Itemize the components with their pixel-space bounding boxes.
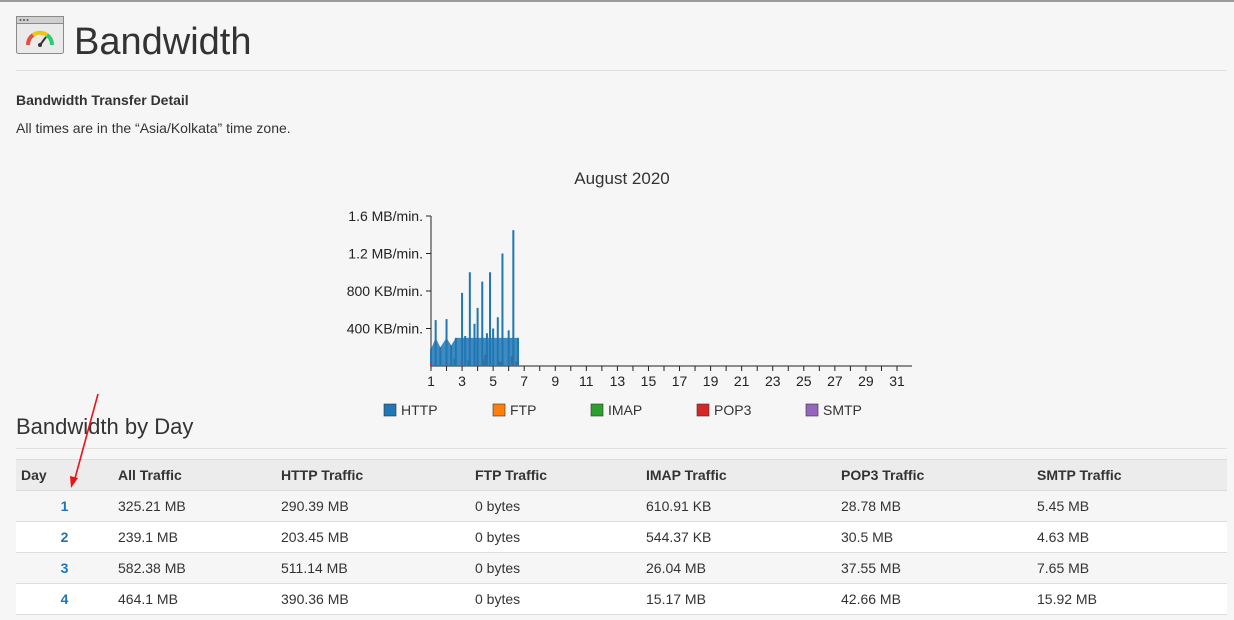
x-tick-label: 25 [796,373,812,389]
imap-traffic-cell: 610.91 KB [641,490,836,522]
ftp-traffic-cell: 0 bytes [470,552,641,584]
all-traffic-cell: 325.21 MB [113,490,276,522]
day-cell: 1 [16,490,113,522]
bandwidth-chart: August 2020 400 KB/min. 800 KB/min. 1.2 MB/… [347,169,912,418]
table-row: 2 239.1 MB 203.45 MB 0 bytes 544.37 KB 3… [16,521,1227,553]
legend-label-smtp: SMTP [823,402,862,418]
http-traffic-cell: 511.14 MB [276,552,470,584]
x-tick-label: 29 [858,373,874,389]
pop3-traffic-cell: 28.78 MB [836,490,1032,522]
page-title: Bandwidth [74,21,252,63]
column-header-all-traffic: All Traffic [113,459,276,491]
legend-label-pop3: POP3 [714,402,752,418]
table-row: 4 464.1 MB 390.36 MB 0 bytes 15.17 MB 42… [16,583,1227,615]
y-tick-label: 800 KB/min. [347,283,423,299]
legend-swatch-pop3 [696,403,710,417]
day-cell: 3 [16,552,113,584]
table-row: 3 582.38 MB 511.14 MB 0 bytes 26.04 MB 3… [16,552,1227,584]
day-cell: 4 [16,583,113,615]
smtp-traffic-cell: 7.65 MB [1032,552,1227,584]
imap-traffic-cell: 544.37 KB [641,521,836,553]
x-tick-label: 21 [734,373,750,389]
detail-heading: Bandwidth Transfer Detail [16,92,189,108]
legend-swatch-smtp [805,403,819,417]
pop3-traffic-cell: 30.5 MB [836,521,1032,553]
imap-traffic-cell: 15.17 MB [641,583,836,615]
annotation-arrow-head [70,476,78,488]
http-traffic-cell: 390.36 MB [276,583,470,615]
day-link[interactable]: 4 [60,591,69,607]
column-header-http-traffic: HTTP Traffic [276,459,470,491]
day-link[interactable]: 3 [60,560,69,576]
legend-label-http: HTTP [401,402,438,418]
smtp-traffic-cell: 4.63 MB [1032,521,1227,553]
x-tick-label: 7 [520,373,528,389]
day-link[interactable]: 1 [60,498,69,514]
x-tick-label: 23 [765,373,781,389]
x-tick-label: 1 [427,373,435,389]
all-traffic-cell: 582.38 MB [113,552,276,584]
x-tick-label: 17 [672,373,688,389]
ftp-traffic-cell: 0 bytes [470,490,641,522]
timezone-note: All times are in the “Asia/Kolkata” time… [16,120,291,136]
x-tick-label: 19 [703,373,719,389]
pop3-traffic-cell: 37.55 MB [836,552,1032,584]
table-row: 1 325.21 MB 290.39 MB 0 bytes 610.91 KB … [16,490,1227,522]
x-tick-label: 13 [610,373,626,389]
column-header-pop3-traffic: POP3 Traffic [836,459,1032,491]
page-header: Bandwidth [16,14,1227,71]
legend-swatch-ftp [492,403,506,417]
x-tick-label: 31 [889,373,905,389]
all-traffic-cell: 464.1 MB [113,583,276,615]
ftp-traffic-cell: 0 bytes [470,521,641,553]
chart-title: August 2020 [574,169,669,188]
bandwidth-by-day-table: Day All Traffic HTTP Traffic FTP Traffic… [16,459,1227,615]
smtp-traffic-cell: 5.45 MB [1032,490,1227,522]
column-header-day: Day [16,459,113,491]
series-area-http [431,337,518,366]
legend-swatch-http [383,403,397,417]
smtp-traffic-cell: 15.92 MB [1032,583,1227,615]
x-tick-label: 9 [551,373,559,389]
x-tick-label: 5 [489,373,497,389]
bandwidth-by-day-heading: Bandwidth by Day [16,414,1227,449]
x-tick-label: 3 [458,373,466,389]
column-header-ftp-traffic: FTP Traffic [470,459,641,491]
pop3-traffic-cell: 42.66 MB [836,583,1032,615]
ftp-traffic-cell: 0 bytes [470,583,641,615]
http-traffic-cell: 290.39 MB [276,490,470,522]
y-tick-label: 400 KB/min. [347,321,423,337]
day-cell: 2 [16,521,113,553]
x-tick-label: 27 [827,373,843,389]
http-traffic-cell: 203.45 MB [276,521,470,553]
annotation-arrow-line [73,393,99,483]
imap-traffic-cell: 26.04 MB [641,552,836,584]
y-tick-label: 1.6 MB/min. [348,208,423,224]
x-tick-label: 11 [579,373,594,389]
bandwidth-gauge-icon [16,16,64,54]
day-link[interactable]: 2 [60,529,69,545]
top-border [0,0,1234,2]
annotation-arrow [70,393,99,488]
legend-swatch-imap [590,403,604,417]
table-header-row: Day All Traffic HTTP Traffic FTP Traffic… [16,459,1227,491]
legend-label-ftp: FTP [510,402,536,418]
y-tick-label: 1.2 MB/min. [348,246,423,262]
all-traffic-cell: 239.1 MB [113,521,276,553]
legend-label-imap: IMAP [608,402,642,418]
column-header-smtp-traffic: SMTP Traffic [1032,459,1227,491]
x-tick-label: 15 [641,373,657,389]
column-header-imap-traffic: IMAP Traffic [641,459,836,491]
